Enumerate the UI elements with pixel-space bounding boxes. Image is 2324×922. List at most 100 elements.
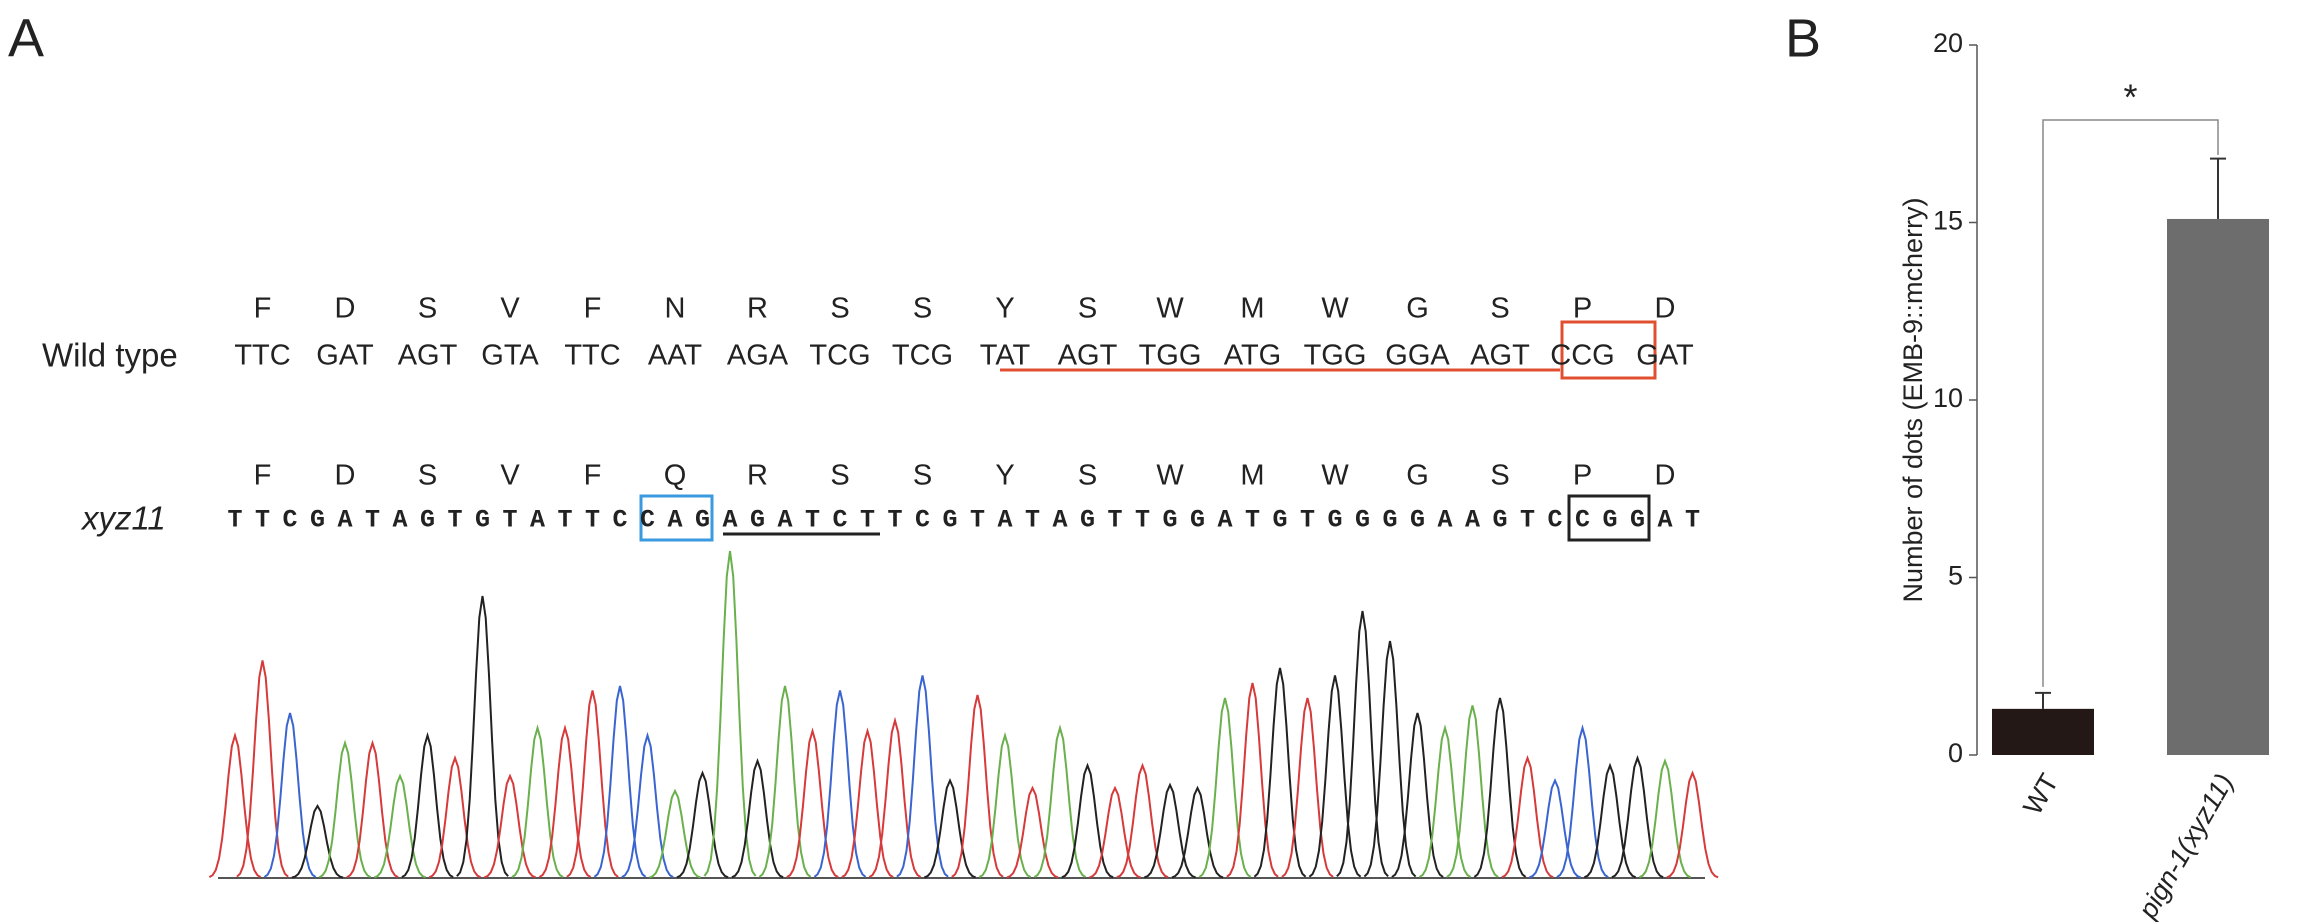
- amino-acid: S: [913, 460, 932, 492]
- amino-acid: S: [1490, 460, 1509, 492]
- trace-peak: [1006, 785, 1059, 879]
- amino-acid: V: [500, 293, 520, 325]
- base: T: [365, 506, 380, 535]
- trace-peak: [1473, 697, 1527, 878]
- trace-peak: [868, 716, 922, 878]
- amino-acid: S: [1490, 293, 1509, 325]
- base: G: [1382, 506, 1397, 535]
- base: G: [1355, 506, 1370, 535]
- trace-peak: [896, 675, 949, 878]
- base: T: [1520, 506, 1535, 535]
- trace-peak: [483, 773, 537, 879]
- amino-acid: S: [830, 460, 849, 492]
- base: G: [750, 506, 765, 535]
- base: T: [1135, 506, 1150, 535]
- base: T: [557, 506, 572, 535]
- trace-peak: [1363, 640, 1417, 878]
- y-tick-label: 15: [1933, 206, 1963, 236]
- trace-peak: [236, 660, 289, 878]
- codon: TGG: [1304, 340, 1367, 372]
- trace-peak: [373, 773, 427, 879]
- base: T: [255, 506, 270, 535]
- trace-peak: [566, 690, 619, 878]
- amino-acid: V: [500, 460, 520, 492]
- codon: CCG: [1550, 340, 1614, 372]
- trace-peak: [456, 595, 509, 877]
- trace-peak: [1061, 762, 1114, 879]
- amino-acid: S: [418, 460, 437, 492]
- codon: AGT: [1470, 340, 1530, 372]
- trace-peak: [1308, 675, 1362, 878]
- base: T: [805, 506, 820, 535]
- amino-acid: R: [747, 293, 768, 325]
- base: A: [722, 506, 737, 535]
- base: A: [1657, 506, 1672, 535]
- base: A: [530, 506, 545, 535]
- base: C: [832, 506, 847, 535]
- codon: AGT: [1058, 340, 1118, 372]
- base: A: [1217, 506, 1232, 535]
- trace-peak: [1089, 785, 1141, 879]
- panel-label: A: [8, 8, 44, 68]
- amino-acid: G: [1406, 293, 1429, 325]
- amino-acid: Q: [664, 460, 687, 492]
- base: C: [282, 506, 297, 535]
- amino-acid: W: [1156, 460, 1184, 492]
- trace-peak: [291, 804, 344, 879]
- trace-peak: [263, 712, 317, 878]
- amino-acid: S: [913, 293, 932, 325]
- row-label: Wild type: [42, 337, 178, 374]
- y-tick-label: 0: [1948, 738, 1963, 768]
- trace-peak: [1391, 712, 1444, 878]
- base: T: [860, 506, 875, 535]
- trace-peak: [538, 724, 592, 878]
- amino-acid: D: [1655, 460, 1676, 492]
- base: A: [392, 506, 407, 535]
- base: G: [1602, 506, 1617, 535]
- base: G: [695, 506, 710, 535]
- base: T: [1245, 506, 1260, 535]
- amino-acid: W: [1156, 293, 1184, 325]
- significance-bracket: [2042, 119, 2219, 687]
- trace-peak: [676, 770, 729, 879]
- amino-acid: S: [1078, 460, 1097, 492]
- base: T: [585, 506, 600, 535]
- trace-peak: [951, 694, 1004, 878]
- base: T: [502, 506, 517, 535]
- base: G: [310, 506, 325, 535]
- trace-peak: [813, 690, 867, 878]
- trace-peak: [1501, 754, 1554, 879]
- base: C: [1575, 506, 1590, 535]
- amino-acid: D: [335, 460, 356, 492]
- base: T: [1107, 506, 1122, 535]
- amino-acid: M: [1240, 460, 1264, 492]
- amino-acid: R: [747, 460, 768, 492]
- codon: AGA: [727, 340, 789, 372]
- base: T: [887, 506, 902, 535]
- trace-peak: [1281, 697, 1334, 878]
- trace-peak: [401, 731, 454, 878]
- amino-acid: F: [254, 293, 272, 325]
- amino-acid: M: [1240, 293, 1264, 325]
- trace-peak: [1638, 758, 1692, 879]
- codon: GAT: [1636, 340, 1694, 372]
- base: G: [1162, 506, 1177, 535]
- trace-peak: [1336, 610, 1389, 878]
- y-axis-label: Number of dots (EMB-9::mcherry): [1898, 197, 1928, 602]
- amino-acid: D: [1655, 293, 1676, 325]
- amino-acid: Y: [995, 293, 1014, 325]
- trace-peak: [731, 758, 784, 879]
- trace-peak: [1171, 785, 1224, 879]
- trace-peak: [1198, 697, 1252, 878]
- trace-peak: [841, 727, 894, 878]
- base: G: [1410, 506, 1425, 535]
- base: A: [337, 506, 352, 535]
- base: G: [1272, 506, 1287, 535]
- base: G: [475, 506, 490, 535]
- codon: ATG: [1224, 340, 1281, 372]
- base: G: [1327, 506, 1342, 535]
- amino-acid: Y: [995, 460, 1014, 492]
- trace-peak: [1446, 705, 1499, 878]
- trace-peak: [1666, 770, 1719, 879]
- trace-peak: [318, 739, 372, 879]
